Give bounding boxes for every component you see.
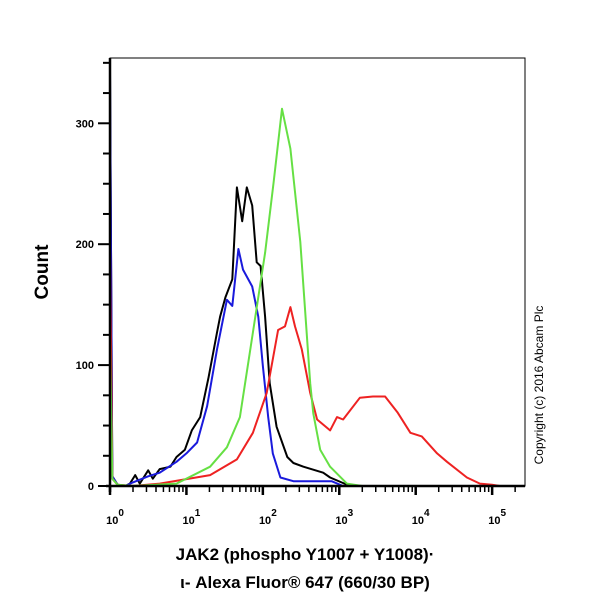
x-tick-exponent: 5 <box>500 508 506 519</box>
x-tick-exponent: 2 <box>271 508 277 519</box>
y-tick-label: 0 <box>88 481 94 493</box>
x-tick-label: 103 <box>335 508 353 527</box>
x-tick-exponent: 0 <box>118 508 124 519</box>
y-tick-label: 100 <box>76 360 94 372</box>
x-tick-label: 101 <box>183 508 201 527</box>
histogram-series-2 <box>109 244 525 487</box>
x-tick-exponent: 3 <box>348 508 354 519</box>
plot-frame <box>109 57 526 487</box>
x-tick-label: 105 <box>488 508 506 527</box>
x-axis-title-line2: ι- Alexa Fluor® 647 (660/30 BP) <box>180 573 430 592</box>
y-tick-label: 300 <box>76 118 94 130</box>
x-tick-label: 100 <box>106 508 124 527</box>
y-tick-label: 200 <box>76 239 94 251</box>
x-tick-exponent: 1 <box>195 508 201 519</box>
copyright-text: Copyright (c) 2016 Abcam Plc <box>532 306 546 465</box>
x-axis-title-line1: JAK2 (phospho Y1007 + Y1008)· <box>176 545 435 564</box>
x-tick-exponent: 4 <box>424 508 430 519</box>
x-tick-label: 104 <box>412 508 430 527</box>
y-axis-title: Count <box>32 244 53 300</box>
histogram-series-0 <box>109 74 525 487</box>
x-tick-label: 102 <box>259 508 277 527</box>
histogram-series-1 <box>109 68 525 487</box>
